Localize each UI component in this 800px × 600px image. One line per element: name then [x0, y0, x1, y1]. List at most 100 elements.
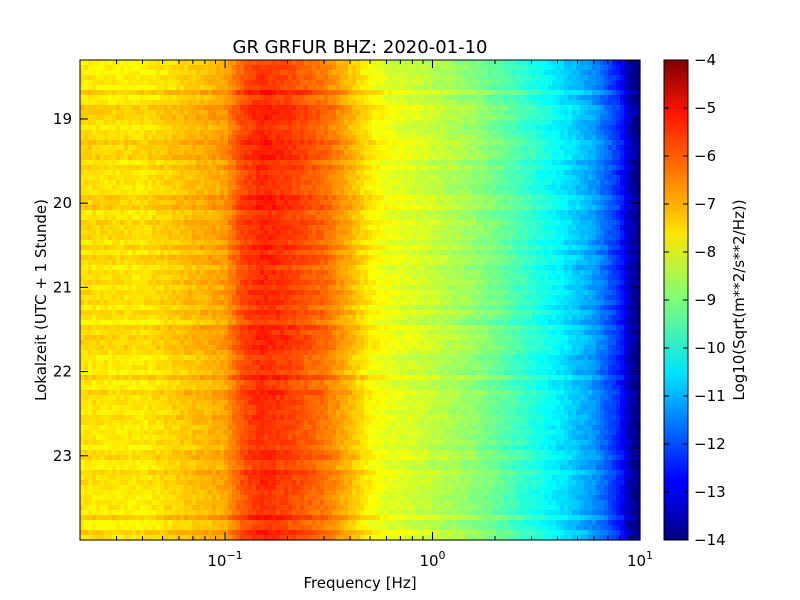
heatmap-cell [632, 90, 637, 96]
heatmap-cell [288, 200, 293, 206]
heatmap-cell [468, 185, 473, 191]
heatmap-cell [476, 75, 481, 81]
heatmap-cell [92, 200, 97, 206]
heatmap-cell [500, 220, 505, 226]
heatmap-cell [632, 185, 637, 191]
heatmap-cell [360, 230, 365, 236]
heatmap-cell [332, 90, 337, 96]
heatmap-cell [572, 110, 577, 116]
heatmap-cell [392, 185, 397, 191]
heatmap-cell [588, 125, 593, 131]
heatmap-cell [364, 85, 369, 91]
heatmap-cell [196, 235, 201, 241]
heatmap-cell [452, 95, 457, 101]
heatmap-cell [236, 120, 241, 126]
heatmap-cell [592, 225, 597, 231]
heatmap-cell [496, 120, 501, 126]
heatmap-cell [444, 120, 449, 126]
heatmap-cell [636, 140, 641, 146]
heatmap-cell [592, 75, 597, 81]
heatmap-cell [228, 110, 233, 116]
heatmap-cell [460, 175, 465, 181]
heatmap-cell [324, 235, 329, 241]
heatmap-cell [512, 65, 517, 71]
heatmap-cell [172, 95, 177, 101]
heatmap-cell [612, 105, 617, 111]
heatmap-cell [420, 130, 425, 136]
heatmap-cell [128, 95, 133, 101]
heatmap-cell [436, 195, 441, 201]
heatmap-cell [292, 180, 297, 186]
heatmap-cell [384, 95, 389, 101]
heatmap-cell [132, 190, 137, 196]
heatmap-cell [396, 195, 401, 201]
heatmap-cell [572, 65, 577, 71]
heatmap-cell [144, 165, 149, 171]
heatmap-cell [508, 65, 513, 71]
heatmap-cell [176, 185, 181, 191]
heatmap-cell [552, 180, 557, 186]
heatmap-cell [84, 225, 89, 231]
heatmap-cell [552, 205, 557, 211]
heatmap-cell [416, 155, 421, 161]
heatmap-cell [104, 125, 109, 131]
heatmap-cell [256, 180, 261, 186]
heatmap-cell [628, 145, 633, 151]
heatmap-cell [252, 95, 257, 101]
heatmap-cell [128, 125, 133, 131]
heatmap-cell [224, 85, 229, 91]
heatmap-cell [328, 60, 333, 66]
heatmap-cell [392, 175, 397, 181]
heatmap-cell [156, 120, 161, 126]
heatmap-cell [536, 210, 541, 216]
heatmap-cell [628, 180, 633, 186]
heatmap-cell [160, 185, 165, 191]
heatmap-cell [304, 230, 309, 236]
heatmap-cell [476, 145, 481, 151]
heatmap-cell [456, 105, 461, 111]
heatmap-cell [392, 165, 397, 171]
heatmap-cell [324, 155, 329, 161]
heatmap-cell [360, 65, 365, 71]
heatmap-cell [408, 165, 413, 171]
heatmap-cell [480, 180, 485, 186]
heatmap-cell [128, 185, 133, 191]
heatmap-cell [268, 195, 273, 201]
heatmap-cell [304, 160, 309, 166]
heatmap-cell [140, 185, 145, 191]
heatmap-cell [324, 180, 329, 186]
heatmap-cell [184, 70, 189, 76]
heatmap-cell [604, 80, 609, 86]
heatmap-cell [516, 205, 521, 211]
heatmap-cell [560, 205, 565, 211]
heatmap-cell [552, 65, 557, 71]
heatmap-cell [444, 150, 449, 156]
heatmap-cell [316, 65, 321, 71]
heatmap-cell [96, 145, 101, 151]
heatmap-cell [120, 195, 125, 201]
heatmap-cell [524, 185, 529, 191]
heatmap-cell [204, 80, 209, 86]
heatmap-cell [604, 200, 609, 206]
heatmap-cell [168, 205, 173, 211]
heatmap-cell [460, 160, 465, 166]
heatmap-cell [120, 225, 125, 231]
heatmap-cell [272, 130, 277, 136]
heatmap-cell [280, 180, 285, 186]
heatmap-cell [408, 170, 413, 176]
heatmap-cell [328, 125, 333, 131]
heatmap-cell [408, 185, 413, 191]
heatmap-cell [532, 155, 537, 161]
heatmap-cell [180, 80, 185, 86]
heatmap-cell [512, 205, 517, 211]
heatmap-cell [496, 110, 501, 116]
heatmap-cell [492, 195, 497, 201]
heatmap-cell [536, 195, 541, 201]
heatmap-cell [288, 165, 293, 171]
heatmap-cell [92, 220, 97, 226]
heatmap-cell [244, 200, 249, 206]
heatmap-cell [168, 80, 173, 86]
heatmap-cell [504, 230, 509, 236]
heatmap-cell [608, 125, 613, 131]
heatmap-cell [120, 235, 125, 241]
